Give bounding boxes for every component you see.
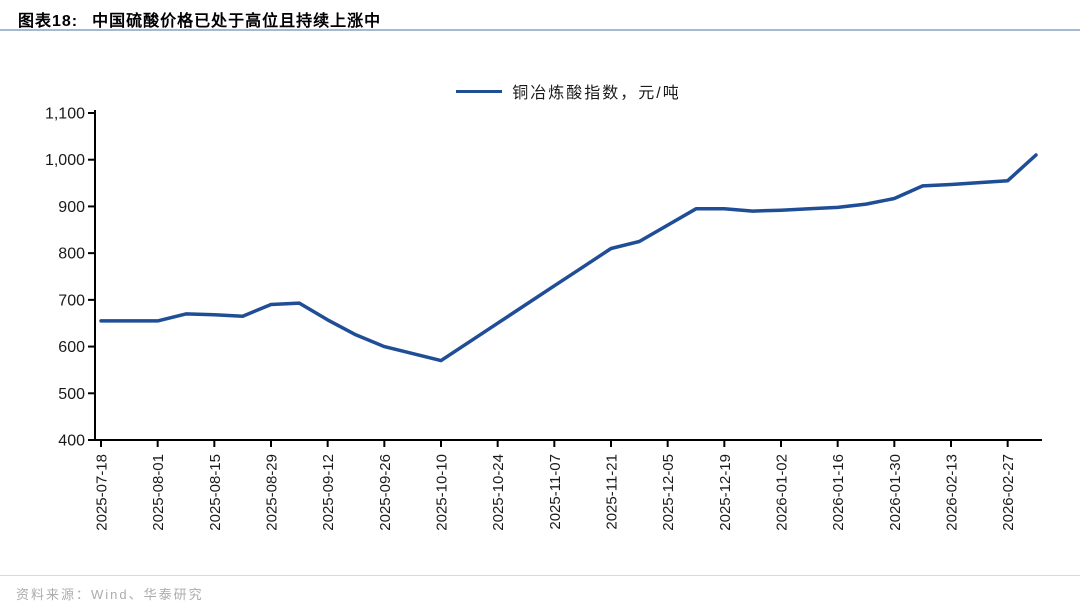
- legend-line-swatch: [456, 89, 503, 93]
- axes: [94, 110, 1042, 441]
- legend-label: 铜冶炼酸指数，元/吨: [512, 85, 681, 102]
- source-bar: 资料来源：Wind、华泰研究: [0, 575, 1080, 605]
- y-tick-label: 500: [58, 386, 85, 403]
- figure-area: 400 500 600 700 800 900 1,000 1,100 2025-07-18 20…: [0, 35, 1080, 575]
- y-tick-label: 800: [58, 246, 85, 263]
- y-tick-label: 400: [58, 433, 85, 450]
- legend: 铜冶炼酸指数，元/吨: [95, 81, 1042, 102]
- x-tick-label: 2025-12-05: [660, 454, 677, 531]
- y-tick-label: 600: [58, 339, 85, 356]
- x-axis-ticks: 2025-07-18 2025-08-01 2025-08-15 2025-08-29…: [94, 440, 1017, 531]
- x-tick-label: 2026-01-02: [774, 454, 791, 531]
- y-axis-ticks: 400 500 600 700 800 900 1,000 1,100: [45, 106, 95, 450]
- x-tick-label: 2026-01-16: [830, 454, 847, 531]
- chart-title-bar: 图表18: 中国硫酸价格已处于高位且持续上涨中: [0, 0, 1080, 31]
- chart-number-label: 图表18:: [18, 13, 79, 30]
- x-tick-label: 2026-02-13: [944, 454, 961, 531]
- x-tick-label: 2026-02-27: [1000, 454, 1017, 531]
- x-tick-label: 2025-08-01: [150, 454, 167, 531]
- x-tick-label: 2025-11-21: [604, 454, 621, 530]
- chart-title: 图表18: 中国硫酸价格已处于高位且持续上涨中: [18, 7, 381, 31]
- x-tick-label: 2025-10-24: [490, 454, 507, 531]
- y-tick-label: 700: [58, 292, 85, 309]
- x-tick-label: 2025-12-19: [717, 454, 734, 531]
- x-tick-label: 2025-10-10: [434, 454, 451, 531]
- chart-title-text: 中国硫酸价格已处于高位且持续上涨中: [92, 13, 382, 30]
- x-tick-label: 2025-08-29: [264, 454, 281, 531]
- x-tick-label: 2025-07-18: [94, 454, 111, 531]
- y-tick-label: 900: [58, 199, 85, 216]
- source-text: 资料来源：Wind、华泰研究: [16, 587, 204, 602]
- x-tick-label: 2025-09-26: [377, 454, 394, 531]
- x-tick-label: 2025-11-07: [547, 454, 564, 530]
- y-tick-label: 1,000: [45, 152, 85, 169]
- y-tick-label: 1,100: [45, 106, 85, 123]
- x-tick-label: 2025-09-12: [320, 454, 337, 531]
- series-line: [99, 153, 1038, 363]
- x-tick-label: 2026-01-30: [887, 454, 904, 531]
- x-tick-label: 2025-08-15: [207, 454, 224, 531]
